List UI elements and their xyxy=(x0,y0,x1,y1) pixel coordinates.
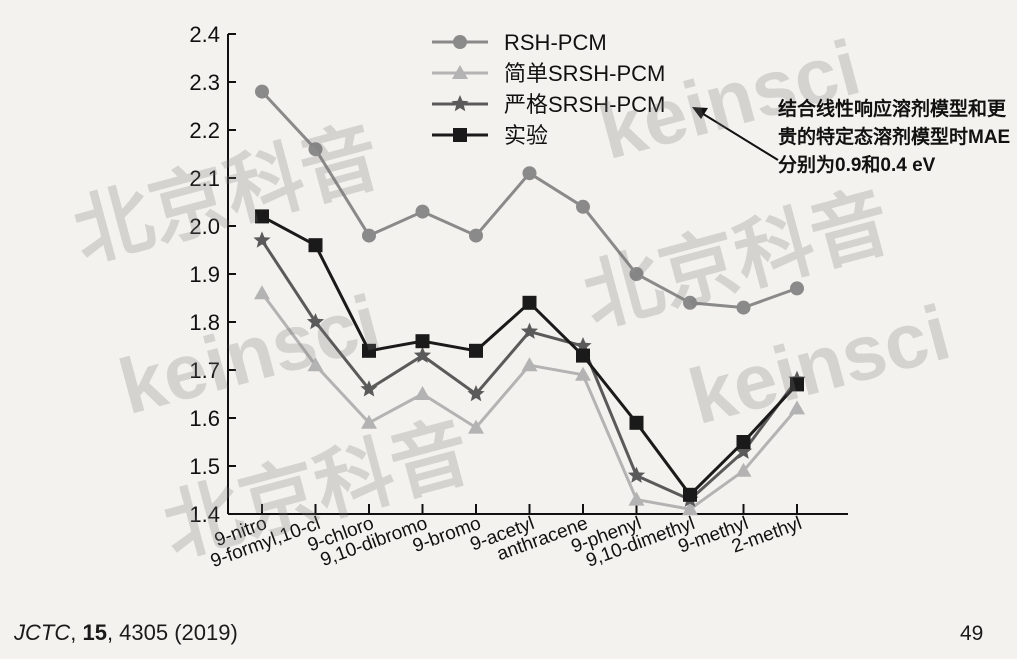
data-point-circle xyxy=(629,267,644,281)
data-point-square xyxy=(453,128,467,142)
y-tick-label: 1.4 xyxy=(189,502,220,527)
data-point-square xyxy=(415,334,430,349)
data-point-square xyxy=(469,343,483,358)
y-tick-label: 2.1 xyxy=(189,166,220,191)
data-point-square xyxy=(576,348,590,363)
data-point-triangle xyxy=(254,285,270,300)
data-point-circle xyxy=(362,228,376,243)
data-point-circle xyxy=(576,199,590,214)
data-point-circle xyxy=(255,84,269,99)
data-point-star xyxy=(734,442,753,459)
data-point-square xyxy=(362,343,376,358)
legend-label: RSH-PCM xyxy=(504,30,607,55)
y-tick-label: 2.2 xyxy=(189,118,220,143)
data-point-star xyxy=(253,231,271,248)
data-point-triangle xyxy=(452,65,468,79)
data-point-square xyxy=(629,415,644,430)
data-point-circle xyxy=(453,35,467,49)
data-point-triangle xyxy=(682,501,698,516)
data-point-circle xyxy=(736,300,751,315)
citation: JCTC, 15, 4305 (2019) xyxy=(14,620,238,645)
data-point-triangle xyxy=(414,386,431,400)
data-point-circle xyxy=(683,295,697,310)
data-point-triangle xyxy=(735,462,752,477)
series-square xyxy=(255,209,804,502)
data-point-circle xyxy=(308,142,323,157)
data-point-square xyxy=(683,487,697,502)
data-point-star xyxy=(467,385,485,402)
y-tick-label: 2.4 xyxy=(189,22,220,47)
series-circle xyxy=(255,84,804,315)
data-point-square xyxy=(308,238,323,253)
data-point-star xyxy=(306,313,325,330)
y-tick-label: 1.7 xyxy=(189,358,220,383)
data-point-square xyxy=(790,377,804,392)
data-point-square xyxy=(522,295,537,310)
data-point-star xyxy=(413,346,432,363)
data-point-star xyxy=(520,322,539,339)
data-point-circle xyxy=(415,204,430,219)
series-triangle xyxy=(254,285,805,516)
data-point-circle xyxy=(522,166,537,181)
data-point-triangle xyxy=(307,357,324,372)
y-tick-label: 1.8 xyxy=(189,310,220,335)
y-tick-label: 1.9 xyxy=(189,262,220,287)
data-point-triangle xyxy=(361,414,377,429)
y-tick-label: 2.3 xyxy=(189,70,220,95)
data-point-square xyxy=(255,209,269,224)
chart-legend: RSH-PCM 简单SRSH-PCM 严格SRSH-PCM 实验 xyxy=(432,30,665,148)
legend-label: 严格SRSH-PCM xyxy=(504,92,665,117)
data-point-star xyxy=(627,466,646,483)
annotation-text: 结合线性响应溶剂模型和更贵的特定态溶剂模型时MAE分别为0.9和0.4 eV xyxy=(778,99,1011,176)
y-tick-label: 1.5 xyxy=(189,454,220,479)
citation-journal: JCTC xyxy=(14,620,71,645)
data-point-triangle xyxy=(789,400,805,415)
data-point-triangle xyxy=(575,366,591,381)
citation-rest: , 4305 (2019) xyxy=(106,620,238,645)
citation-volume: 15 xyxy=(82,620,107,645)
annotation-arrow xyxy=(699,111,779,161)
data-point-star xyxy=(574,337,592,354)
data-point-star xyxy=(360,380,378,397)
data-point-star xyxy=(451,95,469,112)
data-point-circle xyxy=(469,228,483,243)
data-point-triangle xyxy=(468,419,484,434)
y-tick-label: 1.6 xyxy=(189,406,220,431)
legend-label: 简单SRSH-PCM xyxy=(504,61,665,86)
y-tick-label: 2.0 xyxy=(189,214,220,239)
chart-series xyxy=(253,84,806,516)
legend-label: 实验 xyxy=(504,123,548,148)
data-point-circle xyxy=(790,281,804,296)
data-point-square xyxy=(736,435,751,449)
data-point-triangle xyxy=(628,491,645,506)
page-number: 49 xyxy=(960,622,984,645)
annotation-arrowhead xyxy=(692,107,708,119)
data-point-triangle xyxy=(521,357,538,372)
